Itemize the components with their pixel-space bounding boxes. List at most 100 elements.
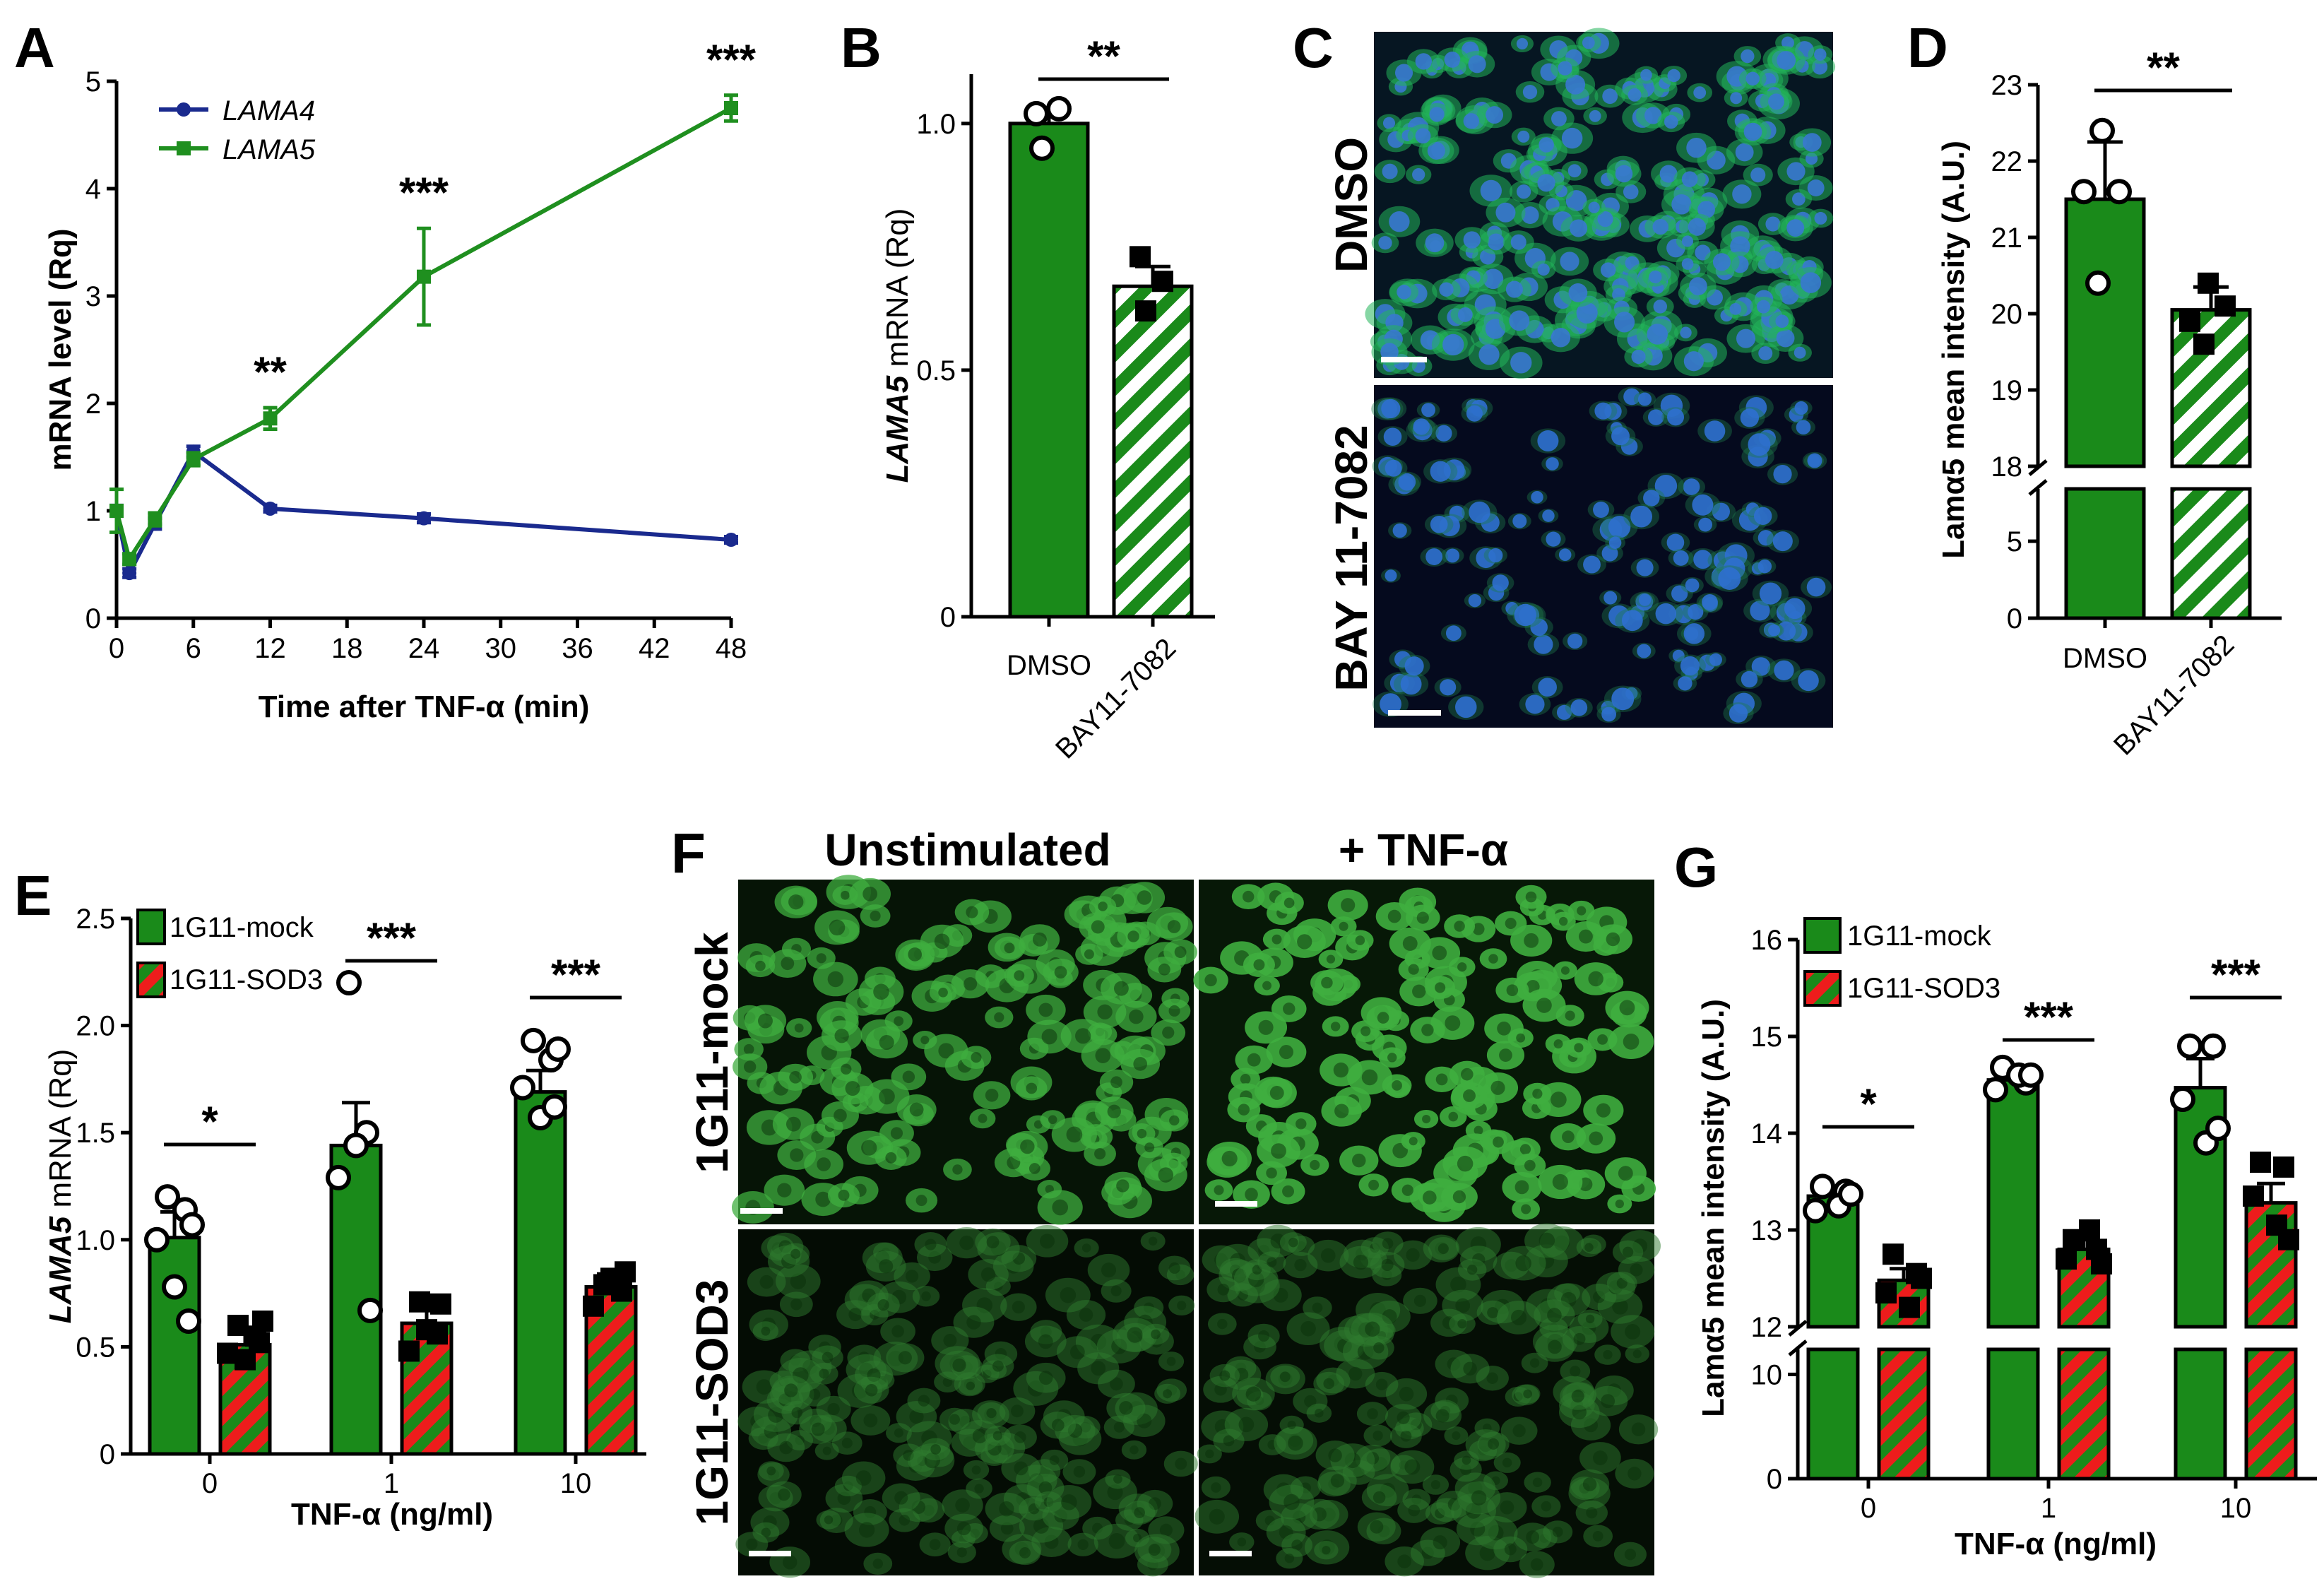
cell-nucleus — [1692, 494, 1714, 516]
cell-nucleus — [756, 1379, 772, 1395]
cell-nucleus — [1221, 1150, 1238, 1166]
cell-nucleus — [972, 1429, 988, 1443]
cell-nucleus — [1400, 1430, 1412, 1442]
bar-upper-bay11-7082 — [2170, 308, 2252, 468]
cell-nucleus — [1079, 1308, 1093, 1322]
cell-nucleus — [855, 1470, 872, 1486]
y-axis-label: LAMA5 mRNA (Rq) — [880, 208, 915, 483]
cell-nucleus — [1387, 1053, 1397, 1063]
cell-nucleus — [1148, 1544, 1161, 1556]
cell-nucleus — [1588, 201, 1600, 213]
cell-nucleus — [1294, 1259, 1307, 1272]
cell-nucleus — [1531, 491, 1543, 504]
cell-nucleus — [1148, 1236, 1158, 1246]
cell-nucleus — [1137, 1128, 1147, 1139]
cell-nucleus — [1457, 962, 1467, 972]
cell-nucleus — [1032, 932, 1047, 947]
y-tick-label: 18 — [1991, 451, 2023, 483]
cell-nucleus — [1497, 1021, 1511, 1036]
cell-nucleus — [1689, 277, 1707, 296]
cell-nucleus — [1238, 1416, 1255, 1433]
cell-nucleus — [1144, 1142, 1155, 1153]
cell-nucleus — [1041, 1029, 1057, 1045]
cell-nucleus — [1075, 1028, 1091, 1044]
cell-nucleus — [1505, 280, 1523, 298]
cell-nucleus — [1551, 111, 1567, 126]
legend-swatch-mock — [1803, 917, 1842, 954]
cell-nucleus — [1601, 1394, 1615, 1409]
cell-nucleus — [956, 1547, 967, 1558]
data-point — [398, 1340, 420, 1362]
panel-label-f: F — [671, 822, 706, 885]
bar-lower-1g11-mock — [2174, 1347, 2227, 1481]
significance-stars: ** — [1087, 32, 1120, 80]
cell-nucleus — [1380, 693, 1401, 716]
cell-nucleus — [1113, 1421, 1125, 1433]
cell-nucleus — [1681, 258, 1694, 270]
cell-nucleus — [1267, 1257, 1277, 1267]
cell-nucleus — [873, 983, 889, 1000]
cell-nucleus — [1098, 901, 1108, 911]
cell-nucleus — [1038, 1371, 1053, 1385]
cell-nucleus — [1169, 1115, 1180, 1126]
cell-nucleus — [1242, 890, 1255, 903]
cell-nucleus — [1765, 250, 1784, 269]
data-point — [1135, 300, 1156, 322]
y-tick-label: 2.0 — [76, 1011, 115, 1042]
cell-nucleus — [865, 1384, 878, 1397]
bar-lower-1g11-sod3 — [2244, 1347, 2298, 1481]
cell-nucleus — [1577, 906, 1587, 916]
cell-nucleus — [1537, 263, 1550, 276]
cell-nucleus — [929, 1539, 941, 1550]
cell-nucleus — [1463, 113, 1480, 129]
cell-nucleus — [1383, 427, 1402, 446]
data-point — [615, 1261, 636, 1283]
data-point — [1046, 95, 1072, 122]
cell-nucleus — [920, 1036, 930, 1045]
y-tick-label: 23 — [1991, 70, 2023, 101]
cell-nucleus — [816, 953, 826, 964]
cell-nucleus — [1175, 1457, 1187, 1470]
y-tick-label: 0.5 — [916, 355, 956, 386]
cell-nucleus — [829, 919, 846, 936]
cell-nucleus — [1730, 236, 1750, 256]
cell-nucleus — [1536, 998, 1552, 1013]
col-label-unstimulated: Unstimulated — [824, 824, 1110, 875]
cell-nucleus — [966, 1315, 981, 1330]
cell-nucleus — [1328, 1448, 1342, 1462]
cell-nucleus — [1168, 1262, 1180, 1274]
cell-nucleus — [1618, 1166, 1633, 1181]
cell-nucleus — [1258, 1330, 1270, 1342]
cell-nucleus — [971, 1465, 981, 1475]
cell-nucleus — [1589, 110, 1601, 122]
cell-nucleus — [1158, 963, 1170, 976]
cell-nucleus — [1524, 933, 1539, 948]
cell-nucleus — [1562, 1130, 1575, 1144]
cell-nucleus — [1636, 559, 1654, 576]
cell-nucleus — [759, 1274, 773, 1289]
cell-nucleus — [1429, 107, 1445, 122]
panel-label-b: B — [841, 16, 882, 79]
cell-nucleus — [1499, 1048, 1512, 1062]
cell-nucleus — [1680, 656, 1700, 676]
cell-nucleus — [1174, 946, 1187, 959]
cell-nucleus — [1238, 1104, 1250, 1116]
significance-stars: *** — [551, 951, 601, 998]
cell-nucleus — [1512, 514, 1527, 528]
y-tick-label: 5 — [85, 66, 101, 97]
cell-nucleus — [1440, 679, 1457, 696]
cell-nucleus — [1452, 1431, 1461, 1441]
cell-nucleus — [1365, 1321, 1380, 1337]
significance-stars: *** — [706, 36, 757, 83]
data-point — [155, 1184, 180, 1210]
cell-nucleus — [1601, 545, 1618, 562]
cell-nucleus — [1560, 252, 1579, 271]
cell-nucleus — [838, 1189, 850, 1201]
cell-nucleus — [1457, 307, 1473, 322]
data-point — [542, 1094, 567, 1120]
cell-nucleus — [1534, 634, 1553, 654]
cell-nucleus — [1445, 625, 1462, 641]
x-tick-label: DMSO — [2063, 643, 2147, 674]
cell-nucleus — [1107, 1104, 1121, 1118]
cell-nucleus — [1385, 569, 1397, 582]
